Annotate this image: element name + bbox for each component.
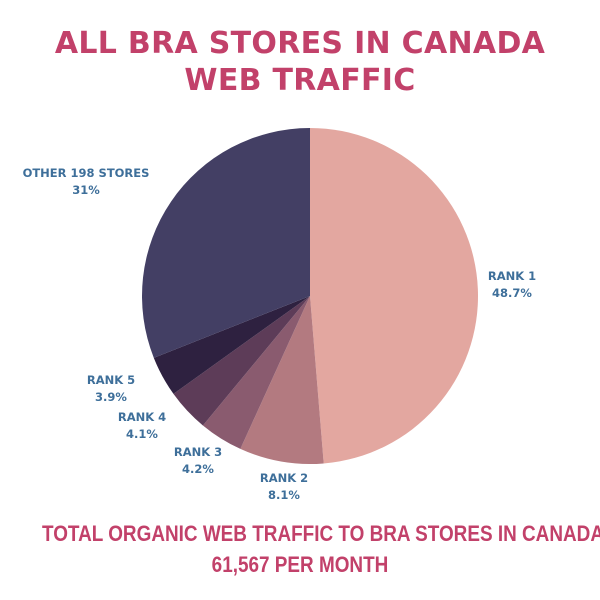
- pie-slice-rank-1: [310, 128, 479, 464]
- slice-label-value: 4.2%: [182, 462, 214, 476]
- total-traffic-line-1: TOTAL ORGANIC WEB TRAFFIC TO BRA STORES …: [42, 521, 600, 546]
- slice-label-name: OTHER 198 STORES: [23, 166, 150, 180]
- slice-label-name: RANK 1: [488, 269, 536, 283]
- pie-labels: RANK 1 48.7% RANK 2 8.1% RANK 3 4.2% RANK 4 4.1…: [23, 166, 537, 502]
- slice-label-value: 31%: [72, 183, 100, 197]
- chart-title-line-1: ALL BRA STORES IN CANADA: [54, 26, 546, 61]
- slice-label-value: 4.1%: [126, 427, 158, 441]
- slice-label-name: RANK 4: [118, 410, 166, 424]
- slice-label-value: 3.9%: [95, 390, 127, 404]
- pie-slice-rank-5: [153, 296, 310, 394]
- slice-label-name: RANK 2: [260, 471, 308, 485]
- pie-slice-rank-3: [202, 296, 310, 449]
- slice-label-name: RANK 3: [174, 445, 222, 459]
- pie-slices: [142, 128, 479, 465]
- total-traffic-line-2: 61,567 PER MONTH: [211, 552, 389, 577]
- pie-slice-rank-2: [240, 296, 324, 465]
- slice-label-value: 48.7%: [492, 286, 532, 300]
- chart-title-line-2: WEB TRAFFIC: [184, 63, 416, 98]
- slice-label-value: 8.1%: [268, 488, 300, 502]
- slice-label-name: RANK 5: [87, 373, 135, 387]
- pie-slice-rank-4: [173, 296, 310, 426]
- pie-slice-other-198-stores: [142, 128, 310, 358]
